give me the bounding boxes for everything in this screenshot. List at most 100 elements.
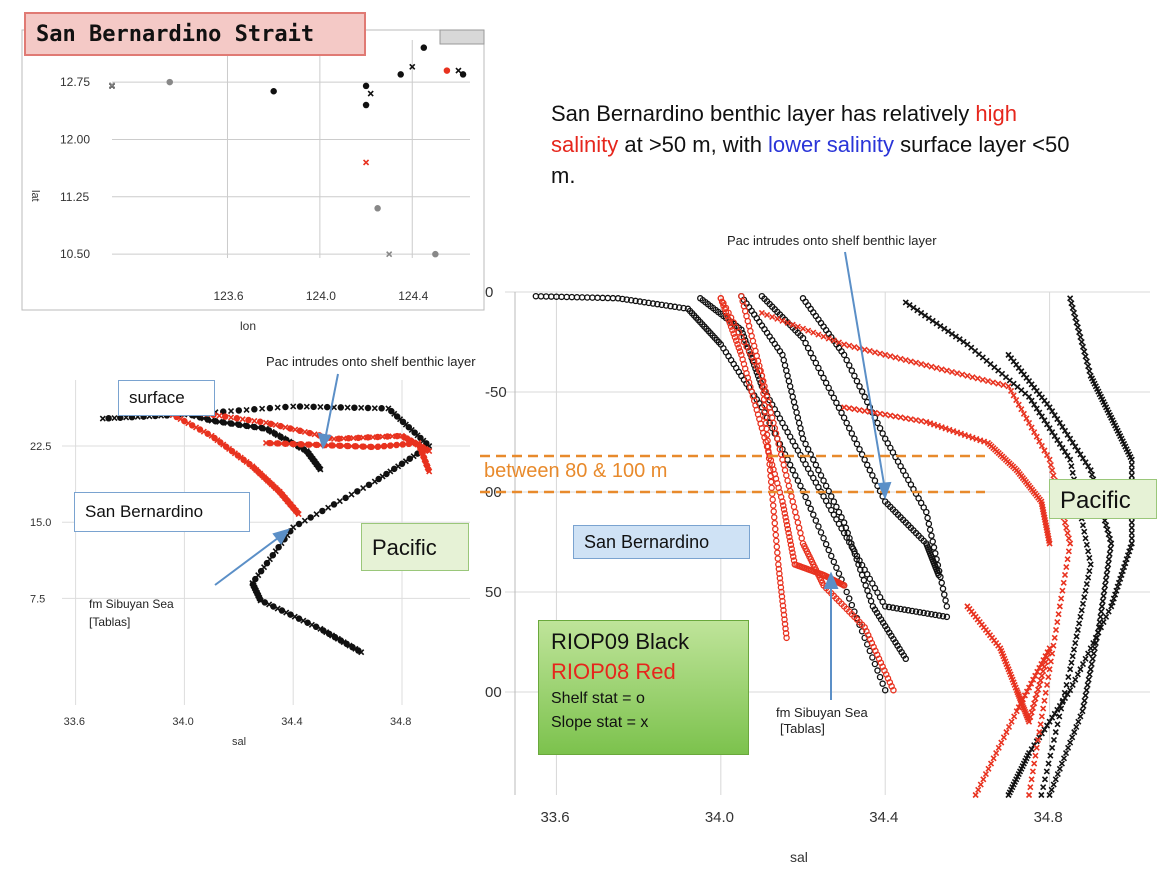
big-profile-point	[1097, 613, 1104, 620]
big-profile-point	[763, 311, 771, 318]
small-profile-point	[393, 432, 401, 440]
big-profile-point	[1121, 564, 1128, 571]
big-profile-point	[845, 362, 853, 369]
big-profile-point	[828, 552, 835, 560]
page-title: San Bernardino Strait	[24, 12, 366, 56]
big-profile-point	[820, 333, 827, 340]
big-profile-point	[930, 421, 938, 428]
big-profile-point	[835, 570, 843, 577]
big-profile-point	[680, 304, 687, 312]
big-profile-point	[1036, 681, 1043, 689]
big-profile-point	[877, 410, 884, 417]
big-profile-point	[763, 431, 771, 439]
big-profile-point	[851, 343, 858, 351]
big-profile-point	[1061, 689, 1068, 696]
small-profile-point	[290, 403, 297, 410]
small-profile-point	[306, 429, 313, 437]
big-profile-point	[977, 437, 984, 444]
big-profile-point	[537, 293, 545, 300]
latlon-point	[409, 63, 416, 70]
big-profile-point	[1056, 713, 1063, 720]
big-profile-point	[817, 472, 825, 479]
latlon-xtick: 124.4	[398, 289, 428, 303]
big-profile-point	[1065, 535, 1072, 542]
small-profile-point	[313, 511, 320, 518]
big-profile-point	[767, 478, 775, 486]
big-profile-point	[817, 529, 825, 536]
big-profile-point	[1054, 415, 1061, 423]
big-profile-point	[921, 312, 929, 319]
big-profile-point	[1077, 666, 1084, 673]
big-profile-point	[763, 425, 770, 433]
big-profile-point	[1041, 697, 1048, 704]
big-profile-point	[974, 375, 981, 382]
big-profile-point	[1079, 708, 1086, 715]
latlon-point	[420, 44, 428, 51]
big-profile-point	[790, 503, 798, 511]
big-profile-point	[1075, 718, 1082, 725]
latlon-ytick: 10.50	[60, 247, 90, 261]
big-profile-point	[1091, 645, 1098, 652]
small-profile-point	[364, 434, 372, 441]
note-part1: San Bernardino benthic layer has relativ…	[551, 101, 976, 126]
big-profile-point	[589, 294, 596, 301]
big-profile-point	[782, 514, 789, 521]
big-ytick: -50	[485, 384, 507, 401]
big-profile-point	[1027, 713, 1034, 721]
big-profile-point	[822, 482, 830, 490]
big-profile-point	[830, 337, 837, 344]
big-profile-point	[1061, 519, 1069, 526]
big-profile-point	[882, 351, 889, 358]
big-profile-point	[764, 443, 772, 450]
big-profile-point	[594, 294, 601, 302]
big-profile-point	[1068, 659, 1075, 666]
big-profile-point	[1094, 629, 1101, 636]
big-profile-point	[1079, 600, 1087, 607]
big-profile-point	[918, 309, 925, 317]
big-profile-point	[658, 301, 665, 309]
big-profile-point	[735, 344, 743, 352]
big-profile-tick-labels: 33.6 34.0 34.4 34.8 0 -50 00 50 00	[485, 284, 1063, 826]
big-profile-point	[907, 416, 914, 423]
label-between-80-100: between 80 & 100 m	[484, 460, 668, 482]
latlon-point	[443, 67, 451, 74]
big-profile-point	[1058, 705, 1065, 712]
big-profile-point	[1027, 784, 1034, 791]
small-profile-point	[305, 441, 312, 448]
small-profile-point	[379, 433, 386, 440]
big-profile-point	[654, 300, 661, 308]
big-profile-point	[840, 519, 848, 526]
big-profile-point	[856, 383, 863, 390]
big-profile-point	[933, 364, 940, 372]
big-profile-point	[1109, 599, 1116, 606]
big-profile-point	[1028, 709, 1035, 716]
big-profile-point	[1119, 567, 1126, 575]
big-profile-point	[877, 350, 884, 357]
big-profile-point	[1043, 768, 1050, 775]
big-profile-point	[924, 514, 931, 522]
big-profile-point	[1018, 406, 1025, 413]
big-profile-point	[845, 595, 853, 602]
small-profile-point	[99, 415, 106, 422]
latlon-grid	[112, 40, 470, 258]
big-profile-point	[1069, 304, 1076, 312]
small-ytick: 7.5	[30, 593, 45, 605]
big-profile-point	[1105, 531, 1112, 538]
latlon-point	[397, 71, 404, 78]
big-profile-point	[1079, 660, 1087, 668]
big-profile-point	[1096, 619, 1103, 626]
big-profile-point	[1028, 424, 1035, 431]
big-profile-point	[853, 440, 861, 448]
big-profile-point	[1013, 397, 1020, 404]
big-profile-point	[1021, 692, 1028, 699]
latlon-point	[108, 82, 116, 89]
big-profile-point	[645, 299, 652, 307]
big-profile-point	[1082, 655, 1089, 662]
big-profile-point	[828, 389, 835, 397]
big-profile-point	[1110, 595, 1117, 602]
big-profile-point	[1074, 447, 1081, 454]
big-profile-point	[1086, 671, 1093, 678]
big-profile-point	[876, 424, 884, 432]
legend-box: RIOP09 Black RIOP08 Red Shelf stat = o S…	[538, 620, 749, 755]
big-profile-point	[973, 435, 980, 443]
